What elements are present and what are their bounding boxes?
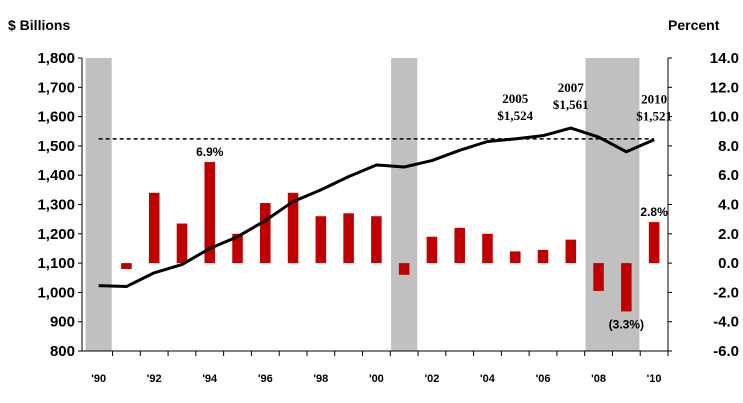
right-tick-label: 0.0	[718, 255, 739, 272]
x-tick-label: '92	[147, 373, 162, 385]
right-tick-label: -4.0	[713, 314, 739, 331]
left-tick-label: 900	[50, 314, 75, 331]
right-tick-label: 2.0	[718, 226, 739, 243]
left-axis-title: $ Billions	[8, 17, 70, 33]
x-tick-label: '90	[91, 373, 106, 385]
annotation-4-line-1: $1,561	[553, 97, 589, 112]
bar-1997	[287, 192, 299, 264]
right-tick-label: 10.0	[710, 109, 739, 126]
bar-2007	[565, 239, 577, 264]
bar-1996	[260, 203, 271, 264]
left-tick-label: 1,100	[37, 255, 75, 272]
left-tick-label: 1,800	[37, 50, 75, 67]
left-tick-label: 1,600	[37, 109, 75, 126]
bar-2009	[621, 263, 632, 312]
bar-1991	[121, 263, 132, 269]
bar-2010	[648, 222, 660, 264]
left-tick-label: 1,700	[37, 79, 75, 96]
bar-1992	[148, 192, 160, 264]
bar-2000	[371, 216, 382, 264]
x-tick-label: '96	[258, 373, 273, 385]
annotation-5-line-1: $1,521	[636, 109, 672, 124]
bar-1998	[315, 216, 327, 264]
bar-1999	[343, 213, 354, 264]
bar-1994	[204, 162, 216, 264]
bar-2005	[509, 251, 521, 264]
bar-2002	[426, 236, 438, 264]
right-tick-label: 6.0	[718, 167, 739, 184]
bar-2001	[398, 263, 410, 275]
left-tick-label: 1,000	[37, 284, 75, 301]
x-tick-label: '08	[591, 373, 606, 385]
right-axis-title: Percent	[668, 17, 720, 33]
x-tick-label: '00	[369, 373, 384, 385]
line-series	[98, 126, 655, 289]
right-tick-label: 12.0	[710, 79, 739, 96]
right-tick-label: 4.0	[718, 197, 739, 214]
plot-area: 800 900 1,000 1,100 1,200 1,300 1,400 1,500 1,60…	[37, 50, 739, 385]
bar-2004	[482, 233, 493, 264]
left-tick-label: 1,200	[37, 226, 75, 243]
left-tick-label: 800	[50, 343, 75, 360]
recession-band-0	[85, 58, 112, 351]
annotation-0-line-0: 6.9%	[196, 145, 224, 159]
right-tick-label: 8.0	[718, 138, 739, 155]
x-tick-label: '10	[647, 373, 662, 385]
annotation-5-line-0: 2010	[641, 92, 667, 107]
bar-2003	[454, 227, 465, 264]
annotation-1-line-0: (3.3%)	[609, 317, 644, 331]
left-tick-label: 1,500	[37, 138, 75, 155]
x-tick-label: '02	[425, 373, 440, 385]
x-tick-label: '98	[313, 373, 328, 385]
annotation-3-line-0: 2005	[502, 91, 529, 106]
annotation-4-line-0: 2007	[558, 80, 585, 95]
recession-band-1	[391, 58, 418, 351]
bar-2008	[593, 263, 604, 291]
right-tick-label: -2.0	[713, 284, 739, 301]
x-tick-label: '06	[536, 373, 551, 385]
bar-1995	[232, 233, 243, 264]
x-tick-label: '94	[202, 373, 218, 385]
x-tick-label: '04	[480, 373, 496, 385]
bar-2006	[537, 249, 549, 264]
left-tick-label: 1,300	[37, 197, 75, 214]
left-tick-label: 1,400	[37, 167, 75, 184]
annotation-3-line-1: $1,524	[497, 108, 533, 123]
annotation-2-line-0: 2.8%	[640, 205, 668, 219]
right-tick-label: -6.0	[713, 343, 739, 360]
right-tick-label: 14.0	[710, 50, 739, 67]
bar-1993	[176, 223, 188, 264]
